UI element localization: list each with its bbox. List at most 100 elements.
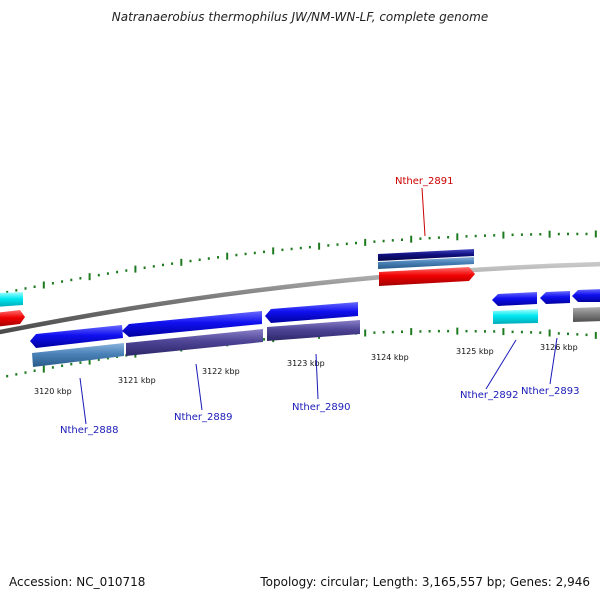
minor-tick	[6, 290, 9, 294]
major-tick	[180, 258, 183, 266]
minor-tick	[198, 258, 201, 261]
minor-tick	[465, 235, 468, 238]
minor-tick	[6, 374, 9, 378]
tick-rings	[6, 230, 597, 378]
major-tick	[134, 265, 137, 273]
label-leaders	[79, 187, 558, 425]
gene-label-nther-2892: Nther_2892	[460, 390, 518, 401]
minor-tick	[299, 246, 302, 250]
leader-line	[549, 337, 558, 385]
minor-tick	[557, 332, 560, 335]
minor-tick	[437, 329, 440, 333]
minor-tick	[244, 252, 247, 256]
major-tick	[364, 329, 367, 337]
minor-tick	[373, 331, 376, 334]
minor-tick	[70, 278, 73, 282]
minor-tick	[51, 366, 54, 369]
major-tick	[410, 328, 413, 336]
minor-tick	[171, 262, 174, 265]
minor-tick	[345, 242, 348, 246]
leader-line	[485, 339, 517, 390]
major-tick	[502, 328, 505, 336]
minor-tick	[281, 248, 284, 252]
genome-backbone	[0, 261, 600, 335]
minor-tick	[474, 234, 477, 238]
leader-line	[315, 353, 319, 400]
kbp-label: 3122 kbp	[202, 367, 240, 376]
minor-tick	[308, 245, 311, 249]
major-tick	[410, 235, 413, 243]
gene-feature-red	[0, 310, 25, 327]
feature-layer	[0, 249, 600, 367]
gene-label-nther-2893: Nther_2893	[521, 386, 579, 397]
minor-tick	[493, 234, 496, 237]
minor-tick	[61, 364, 64, 367]
minor-tick	[585, 333, 588, 337]
minor-tick	[97, 273, 100, 277]
map-title: Natranaerobius thermophilus JW/NM-WN-LF,…	[111, 10, 489, 24]
minor-tick	[530, 233, 533, 236]
kbp-label: 3124 kbp	[371, 353, 409, 362]
major-tick	[548, 329, 551, 337]
minor-tick	[567, 332, 569, 336]
minor-tick	[391, 330, 394, 334]
gene-arrow-nther-2888	[30, 325, 123, 348]
minor-tick	[79, 277, 82, 280]
gene-label-nther-2890: Nther_2890	[292, 402, 350, 413]
major-tick	[318, 242, 321, 250]
topology-text: Topology: circular; Length: 3,165,557 bp…	[260, 575, 590, 589]
gene-band-nther-2891-b	[378, 257, 474, 269]
kbp-label: 3120 kbp	[34, 387, 72, 396]
kbp-label: 3126 kbp	[540, 343, 578, 352]
gene-arrow-nther-2892	[492, 292, 537, 306]
major-tick	[42, 365, 45, 373]
minor-tick	[263, 338, 265, 341]
minor-tick	[576, 333, 579, 336]
minor-tick	[576, 232, 579, 236]
minor-tick	[567, 232, 569, 236]
major-tick	[548, 230, 551, 238]
minor-tick	[79, 361, 82, 364]
gene-label-nther-2891: Nther_2891	[395, 176, 453, 187]
major-tick	[42, 281, 45, 289]
major-tick	[594, 331, 597, 339]
major-tick	[364, 238, 367, 246]
minor-tick	[530, 331, 533, 334]
minor-tick	[465, 329, 468, 333]
minor-tick	[401, 330, 403, 333]
gene-arrow-nther-2889	[122, 311, 262, 337]
minor-tick	[97, 358, 100, 361]
minor-tick	[235, 253, 238, 257]
gene-rna-nther-2889	[126, 329, 263, 356]
major-tick	[88, 357, 91, 365]
minor-tick	[428, 236, 431, 240]
minor-tick	[106, 356, 109, 360]
minor-tick	[539, 233, 542, 236]
minor-tick	[511, 233, 514, 237]
major-tick	[226, 252, 229, 260]
minor-tick	[152, 265, 155, 268]
leader-line	[421, 187, 426, 237]
gene-arrow-nther-2891	[379, 267, 475, 286]
minor-tick	[474, 330, 477, 333]
gene-rna-nther-2892	[493, 309, 538, 324]
gene-label-nther-2889: Nther_2889	[174, 412, 232, 423]
minor-tick	[355, 241, 357, 245]
gene-feature-cyan	[0, 292, 23, 307]
minor-tick	[106, 272, 109, 275]
minor-tick	[207, 257, 210, 260]
minor-tick	[217, 256, 219, 259]
minor-tick	[162, 263, 164, 267]
minor-tick	[253, 251, 256, 255]
gene-rna-nther-2888	[32, 343, 124, 367]
gene-labels: Nther_2888 Nther_2889 Nther_2890 Nther_2…	[60, 176, 579, 436]
minor-tick	[437, 236, 440, 239]
minor-tick	[419, 330, 422, 333]
gene-feature-blue-right	[572, 289, 600, 302]
minor-tick	[143, 266, 146, 269]
minor-tick	[419, 237, 422, 240]
minor-tick	[15, 373, 18, 376]
major-tick	[594, 230, 597, 238]
gene-arrow-nther-2893	[540, 291, 570, 304]
